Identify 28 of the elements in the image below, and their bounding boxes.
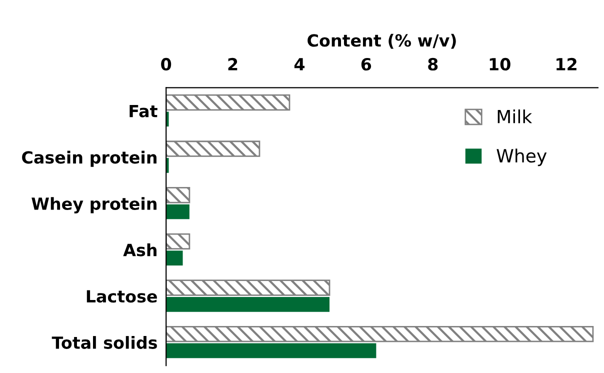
- x-tick-label: 2: [228, 58, 238, 70]
- y-tick-label: Lactose: [86, 290, 157, 303]
- y-tick-label: Ash: [123, 243, 156, 256]
- bar: [166, 112, 169, 127]
- legend-label: Milk: [498, 109, 532, 124]
- bar: [166, 158, 169, 173]
- y-tick-label: Fat: [130, 104, 158, 118]
- bar: [166, 94, 290, 111]
- bar: [166, 204, 190, 220]
- y-tick-label: Total solids: [52, 336, 157, 349]
- bar: [166, 233, 190, 250]
- bar: [166, 250, 183, 266]
- bar: [166, 296, 330, 312]
- x-tick-label: 10: [490, 58, 510, 71]
- y-tick-label: Whey protein: [32, 197, 156, 214]
- y-tick-label: Casein protein: [22, 150, 156, 167]
- bar: [166, 187, 190, 204]
- x-tick-label: 0: [161, 58, 172, 71]
- x-axis-title: Content (% w/v): [308, 34, 456, 49]
- x-tick-label: 8: [428, 58, 438, 71]
- x-tick-label: 4: [294, 58, 305, 70]
- bar: [166, 326, 594, 342]
- legend-label: Whey: [496, 148, 547, 166]
- bar: [166, 140, 260, 157]
- x-tick-label: 12: [556, 58, 576, 70]
- bar: [166, 343, 376, 358]
- bar: [166, 280, 330, 296]
- x-tick-label: 6: [361, 58, 372, 71]
